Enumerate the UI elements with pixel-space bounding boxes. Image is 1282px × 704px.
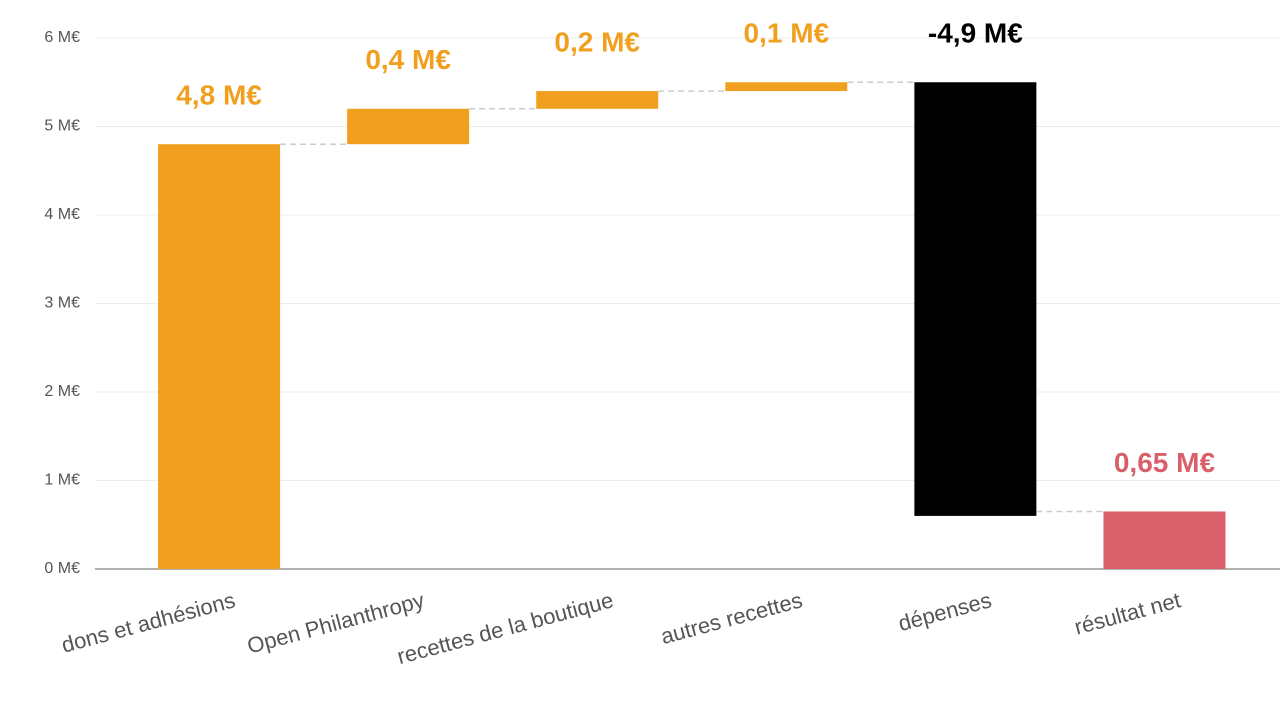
bar	[536, 91, 659, 109]
y-tick-label: 1 M€	[44, 472, 80, 489]
y-tick-label: 3 M€	[44, 295, 80, 312]
y-tick-label: 0 M€	[44, 560, 80, 577]
value-label: 0,2 M€	[554, 26, 640, 57]
x-tick-label: dépenses	[896, 587, 995, 636]
x-tick-label: recettes de la boutique	[395, 587, 616, 669]
bar	[725, 82, 848, 92]
bar	[158, 144, 281, 569]
y-tick-label: 2 M€	[44, 383, 80, 400]
value-label: 0,65 M€	[1114, 447, 1216, 478]
y-tick-label: 4 M€	[44, 206, 80, 223]
y-tick-label: 6 M€	[44, 29, 80, 46]
bar	[914, 82, 1037, 516]
value-label: -4,9 M€	[928, 18, 1023, 49]
value-label: 0,1 M€	[743, 18, 829, 49]
x-tick-label: autres recettes	[658, 587, 805, 649]
value-label: 4,8 M€	[176, 80, 262, 111]
y-tick-label: 5 M€	[44, 118, 80, 135]
bar	[347, 108, 470, 145]
bar	[1103, 511, 1226, 569]
x-tick-label: dons et adhésions	[59, 587, 238, 657]
x-tick-label: résultat net	[1072, 587, 1184, 639]
value-label: 0,4 M€	[365, 44, 451, 75]
